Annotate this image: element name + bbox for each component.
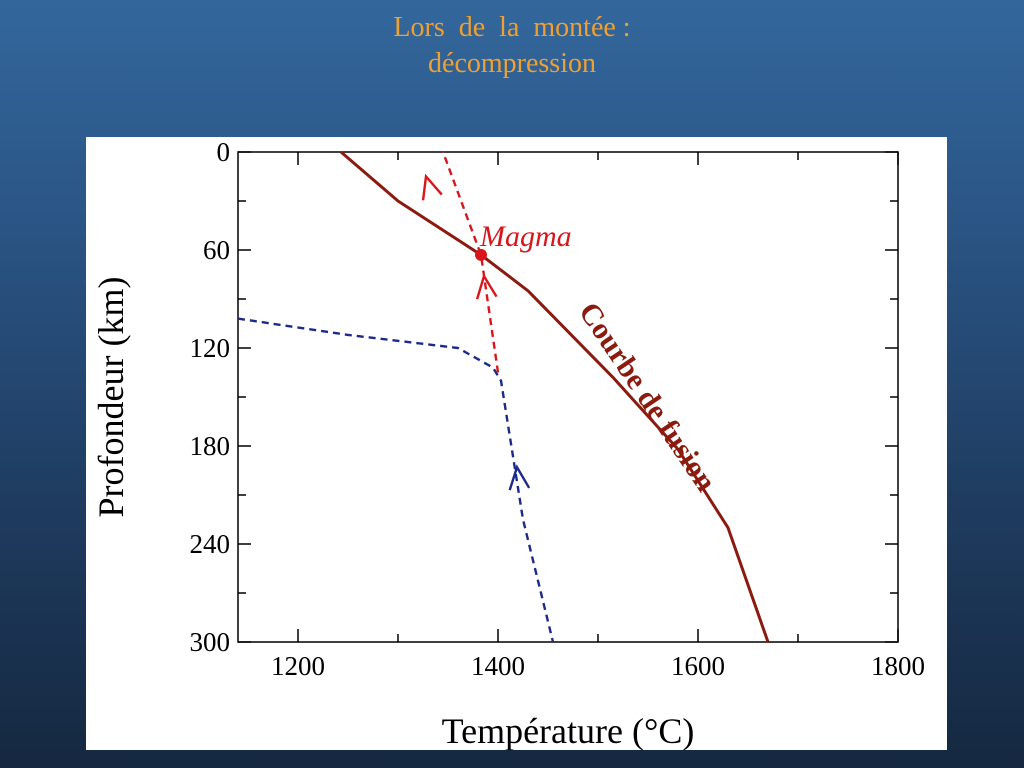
x-tick-label: 1400 — [471, 651, 525, 681]
fusion-curve-line — [340, 150, 770, 643]
title-line-1: Lors de la montée : — [393, 12, 631, 43]
mantle-path-line — [237, 317, 555, 643]
x-tick-labels: 1200 1400 1600 1800 — [271, 651, 925, 681]
y-axis-title: Profondeur (km) — [91, 277, 131, 518]
y-tick-label: 60 — [203, 235, 230, 265]
magma-label: Magma — [479, 220, 572, 253]
y-tick-label: 120 — [190, 333, 231, 363]
y-tick-label: 240 — [190, 529, 231, 559]
magma-path-arrow-lower — [475, 273, 498, 300]
x-tick-label: 1600 — [671, 651, 725, 681]
magma-path-line — [441, 151, 500, 373]
slide-title: Lors de la montée : décompression — [0, 10, 1024, 82]
y-tick-label: 300 — [190, 627, 231, 657]
y-tick-label: 0 — [217, 137, 231, 167]
y-tick-labels: 0 60 120 180 240 300 — [190, 137, 231, 657]
chart-figure: 1200 1400 1600 1800 0 60 120 180 240 300 Tempéra… — [86, 137, 947, 750]
x-tick-label: 1200 — [271, 651, 325, 681]
fusion-curve-label: Courbe de fusion — [572, 296, 723, 497]
y-tick-label: 180 — [190, 431, 231, 461]
magma-path-arrow-upper — [421, 173, 443, 201]
chart-svg: 1200 1400 1600 1800 0 60 120 180 240 300 Tempéra… — [91, 137, 925, 750]
x-tick-label: 1800 — [871, 651, 925, 681]
tick-marks — [238, 151, 899, 643]
title-line-2: décompression — [428, 48, 596, 79]
magma-point — [475, 248, 487, 261]
series-layer — [237, 150, 770, 643]
x-axis-title: Température (°C) — [442, 711, 695, 750]
mantle-path-arrow — [508, 464, 531, 491]
